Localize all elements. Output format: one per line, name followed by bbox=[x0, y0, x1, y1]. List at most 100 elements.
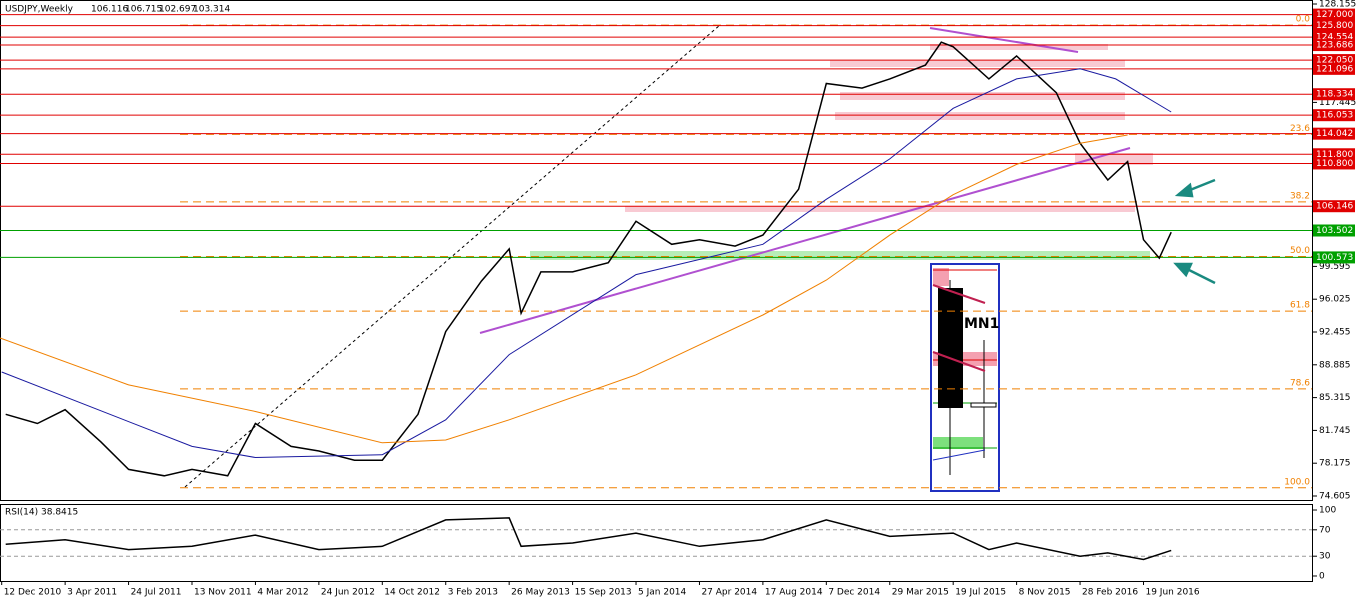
level-label-box bbox=[1313, 157, 1355, 170]
level-label-box bbox=[1313, 127, 1355, 140]
arrow bbox=[1184, 266, 1216, 285]
level-label-box bbox=[1313, 200, 1355, 213]
symbol: USDJPY,Weekly bbox=[5, 5, 74, 15]
level-label: 121.096 bbox=[1316, 64, 1353, 74]
level-label: 118.334 bbox=[1316, 90, 1353, 100]
level-label-box bbox=[1313, 19, 1355, 32]
x-tick-label: 17 Aug 2014 bbox=[765, 588, 823, 598]
fib-label: 61.8 bbox=[1290, 301, 1310, 311]
ohlc: 103.314 bbox=[193, 5, 230, 15]
ohlc: 102.697 bbox=[159, 5, 196, 15]
level-label-box bbox=[1313, 88, 1355, 101]
fib-label: 38.2 bbox=[1290, 191, 1310, 201]
inset-ma bbox=[932, 449, 986, 461]
x-tick-label: 7 Dec 2014 bbox=[828, 588, 880, 598]
y-tick-label: 99.595 bbox=[1319, 262, 1351, 272]
x-tick-label: 14 Oct 2012 bbox=[384, 588, 440, 598]
y-tick-label: 85.315 bbox=[1319, 393, 1351, 403]
x-tick-label: 19 Jul 2015 bbox=[955, 588, 1006, 598]
series-line bbox=[5, 517, 1172, 561]
zone bbox=[625, 206, 1135, 212]
zone bbox=[835, 112, 1125, 120]
x-tick-label: 29 Mar 2015 bbox=[892, 588, 949, 598]
trend-line bbox=[479, 147, 1131, 334]
x-tick-label: 4 Mar 2012 bbox=[257, 588, 308, 598]
y-tick-label: 0 bbox=[1319, 571, 1325, 581]
x-tick-label: 3 Apr 2011 bbox=[67, 588, 117, 598]
x-tick-label: 28 Feb 2016 bbox=[1082, 588, 1138, 598]
series-line bbox=[1, 68, 1172, 459]
y-tick-label: 128.155 bbox=[1319, 0, 1356, 9]
ohlc: 106.116 bbox=[91, 5, 128, 15]
x-tick-label: 24 Jun 2012 bbox=[321, 588, 375, 598]
x-tick-label: 27 Apr 2014 bbox=[701, 588, 757, 598]
level-label: 116.053 bbox=[1316, 111, 1353, 121]
zone bbox=[530, 251, 1150, 260]
rsi-last: 38.8415 bbox=[41, 508, 78, 518]
y-tick-label: 74.605 bbox=[1319, 492, 1351, 502]
zone bbox=[930, 44, 1108, 50]
y-tick-label: 96.025 bbox=[1319, 295, 1351, 305]
level-label: 122.050 bbox=[1316, 56, 1353, 66]
inset-candle bbox=[938, 288, 963, 408]
level-label-box bbox=[1313, 224, 1355, 237]
ohlc: 106.715 bbox=[125, 5, 162, 15]
inset-candle bbox=[970, 402, 997, 408]
level-label: 124.554 bbox=[1316, 33, 1353, 43]
fib-label: 50.0 bbox=[1290, 246, 1310, 256]
series-line bbox=[5, 41, 1172, 477]
arrow-head bbox=[1174, 182, 1194, 198]
level-label-box bbox=[1313, 109, 1355, 122]
y-tick-label: 81.745 bbox=[1319, 426, 1351, 436]
y-tick-label: 70 bbox=[1319, 525, 1331, 535]
y-tick-label: 92.455 bbox=[1319, 328, 1351, 338]
x-tick-label: 15 Sep 2013 bbox=[575, 588, 632, 598]
x-tick-label: 3 Feb 2013 bbox=[448, 588, 498, 598]
level-label: 110.800 bbox=[1316, 159, 1353, 169]
level-label-box bbox=[1313, 148, 1355, 161]
fib-label: 0.0 bbox=[1296, 15, 1311, 25]
level-label: 111.800 bbox=[1316, 150, 1353, 160]
fib-label: 23.6 bbox=[1290, 124, 1310, 134]
inset-zone bbox=[933, 437, 983, 449]
rsi-title: RSI(14) bbox=[5, 508, 38, 518]
x-tick-label: 13 Nov 2011 bbox=[194, 588, 252, 598]
level-label: 125.800 bbox=[1316, 21, 1353, 31]
inset-trend bbox=[932, 351, 986, 372]
level-label: 123.686 bbox=[1316, 41, 1353, 51]
y-tick-label: 88.885 bbox=[1319, 360, 1351, 370]
fib-anchor-line bbox=[184, 24, 721, 488]
level-label: 106.146 bbox=[1316, 202, 1353, 212]
arrows bbox=[1173, 178, 1216, 285]
level-label-box bbox=[1313, 62, 1355, 75]
inset: MN1 bbox=[930, 263, 1000, 492]
series-line bbox=[0, 134, 1128, 444]
trend-line bbox=[929, 27, 1079, 53]
fib-label: 100.0 bbox=[1284, 477, 1310, 487]
arrow-head bbox=[1173, 262, 1193, 278]
y-tick-label: 78.175 bbox=[1319, 459, 1351, 469]
y-tick-label: 30 bbox=[1319, 552, 1331, 562]
x-tick-label: 12 Dec 2010 bbox=[4, 588, 62, 598]
zone bbox=[830, 60, 1125, 67]
level-label-box bbox=[1313, 39, 1355, 52]
inset-trend bbox=[932, 284, 986, 304]
zone bbox=[840, 92, 1125, 100]
y-tick-label: 117.445 bbox=[1319, 98, 1356, 108]
level-label: 127.000 bbox=[1316, 10, 1353, 20]
price-frame bbox=[0, 0, 1313, 501]
x-tick-label: 24 Jul 2011 bbox=[131, 588, 182, 598]
rsi-frame bbox=[0, 504, 1313, 582]
x-tick-label: 26 May 2013 bbox=[511, 588, 570, 598]
level-label-box bbox=[1313, 251, 1355, 264]
x-tick-label: 5 Jan 2014 bbox=[638, 588, 686, 598]
inset-zone bbox=[933, 268, 949, 286]
level-label-box bbox=[1313, 8, 1355, 21]
y-tick-label: 100 bbox=[1319, 506, 1336, 516]
x-tick-label: 8 Nov 2015 bbox=[1019, 588, 1071, 598]
level-label: 100.573 bbox=[1316, 253, 1353, 263]
level-label: 103.502 bbox=[1316, 226, 1353, 236]
level-label: 114.042 bbox=[1316, 129, 1353, 139]
